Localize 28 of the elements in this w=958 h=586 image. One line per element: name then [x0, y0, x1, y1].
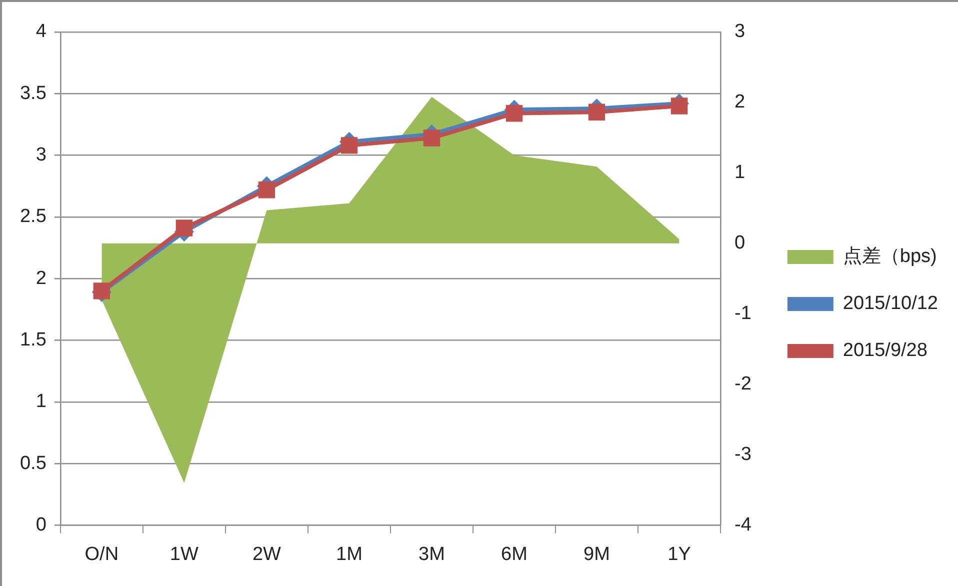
y2-tick-label: -1 [734, 303, 752, 324]
x-tick-label: 3M [418, 544, 445, 565]
y-tick-label: 1 [36, 391, 46, 412]
y2-tick-label: -4 [734, 514, 752, 536]
x-tick-label: 2W [252, 544, 282, 565]
y-tick-label: 0.5 [20, 452, 46, 474]
y2-tick-label: -3 [734, 444, 752, 465]
y-tick-label: 2.5 [20, 206, 46, 228]
x-tick-label: 6M [501, 544, 528, 565]
y-tick-label: 0 [36, 514, 46, 536]
x-tick-label: 1Y [668, 544, 692, 565]
x-tick-label: 9M [584, 544, 610, 565]
x-tick-label: 1M [336, 544, 362, 565]
x-tick-label: O/N [84, 544, 119, 565]
legend-label: 2015/9/28 [842, 340, 928, 362]
y-tick-label: 3.5 [20, 82, 46, 104]
y2-tick-label: 3 [734, 21, 746, 42]
y-tick-label: 4 [36, 21, 47, 42]
y2-tick-label: 2 [734, 92, 746, 113]
legend-label: 点差（bps) [842, 246, 937, 268]
y2-tick-label: 1 [734, 162, 746, 184]
y-tick-label: 3 [36, 144, 46, 166]
y2-tick-label: 0 [734, 232, 746, 254]
y-tick-label: 2 [36, 268, 46, 289]
y2-tick-label: -2 [734, 374, 752, 395]
y-tick-label: 1.5 [20, 329, 46, 350]
legend-label: 2015/10/12 [842, 293, 938, 314]
x-tick-label: 1W [170, 544, 198, 565]
